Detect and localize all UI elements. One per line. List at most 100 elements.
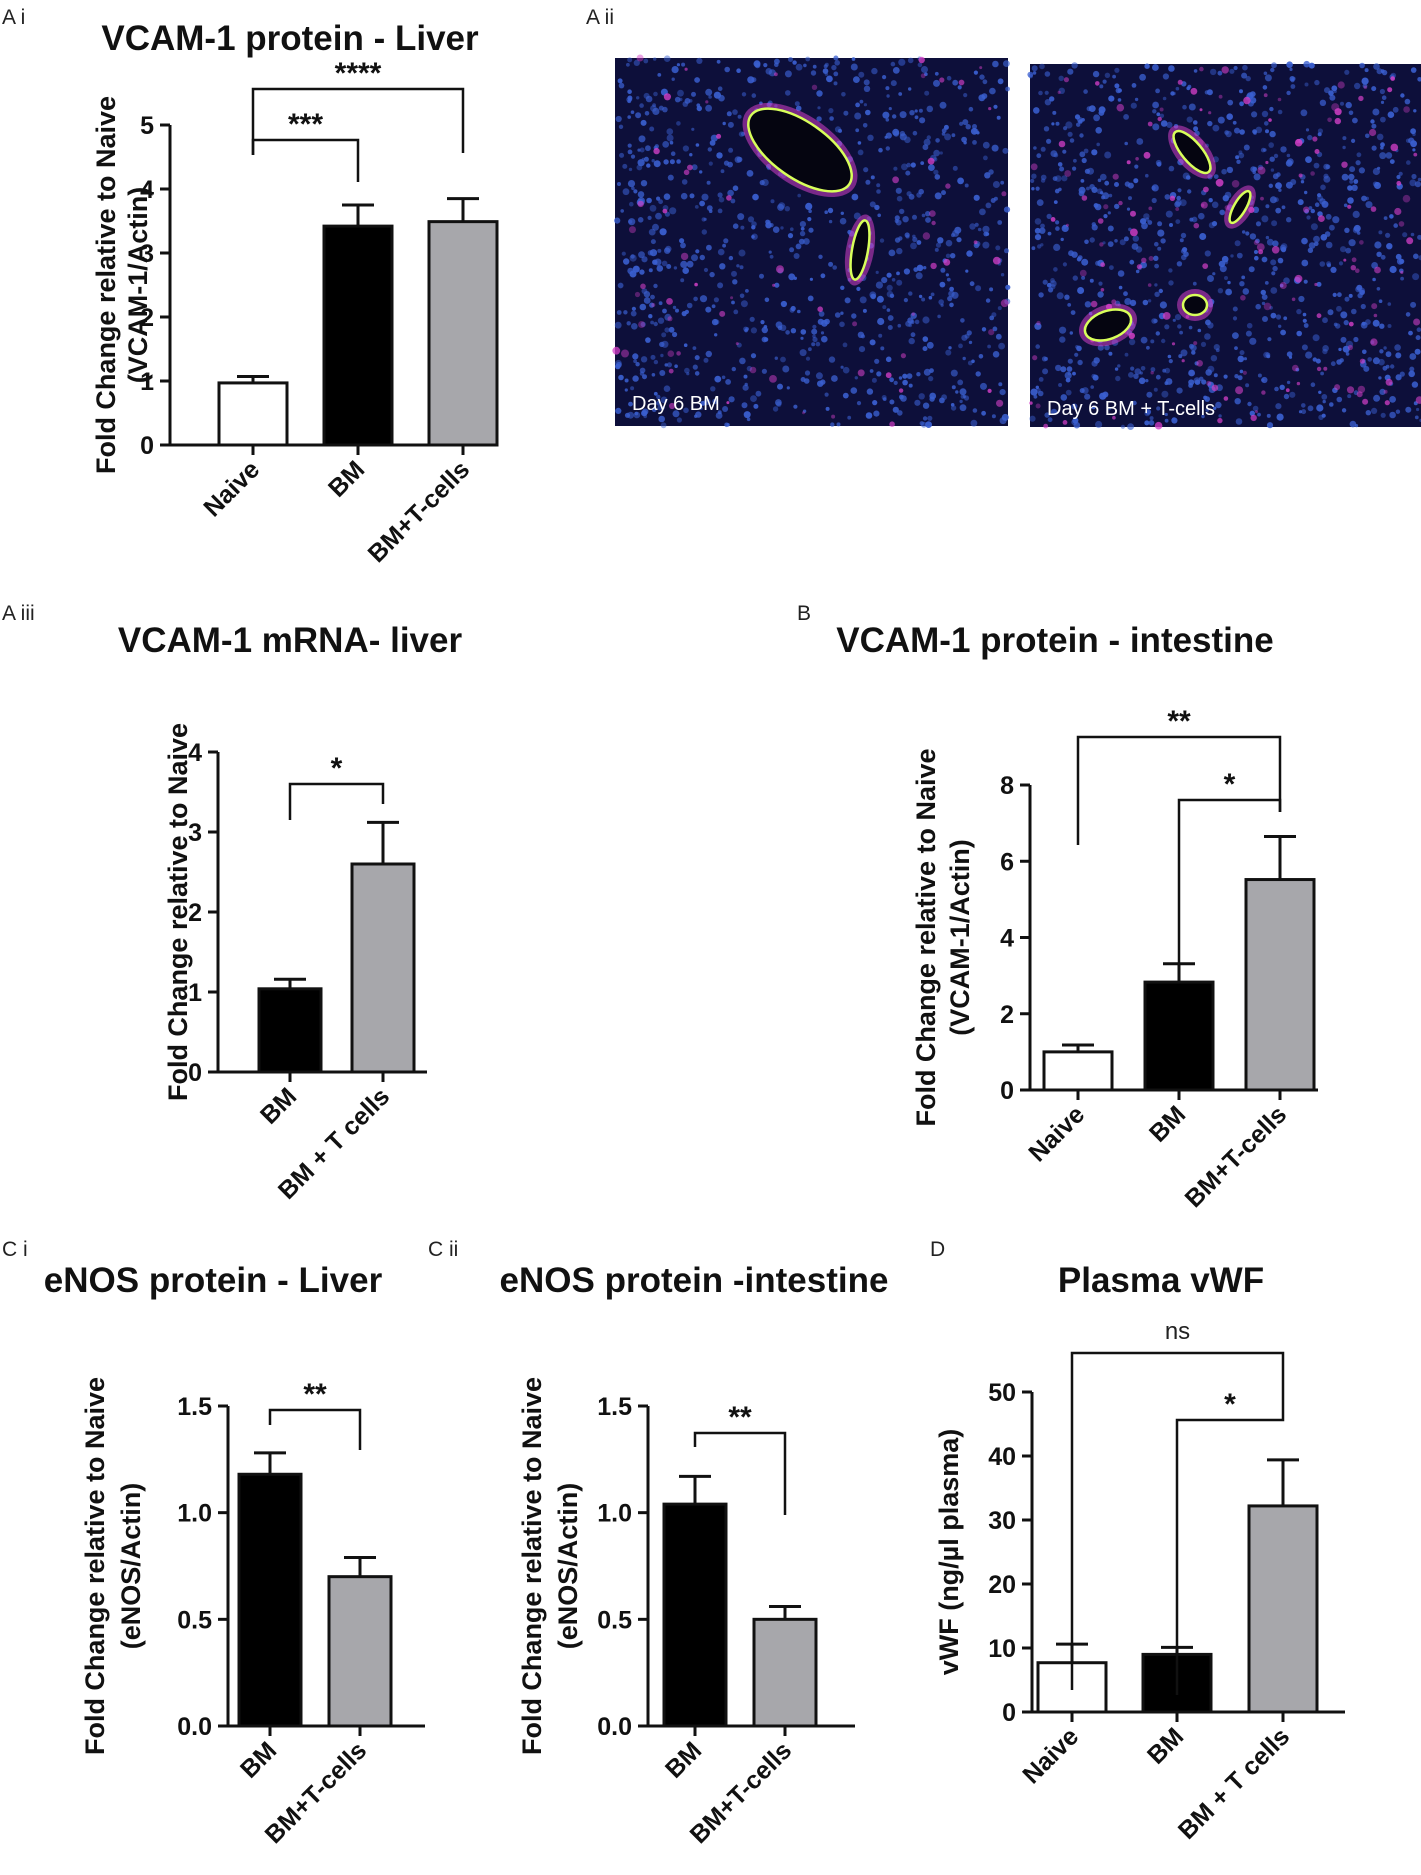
y-axis-label: (eNOS/Actin) (553, 1483, 583, 1650)
y-tick-label: 2 (140, 304, 154, 332)
significance-bracket (251, 138, 360, 182)
x-category-label: Naive (198, 455, 265, 522)
y-tick-label: 1 (188, 979, 202, 1007)
y-tick-label: 0.5 (177, 1606, 212, 1634)
x-category-label: Naive (1017, 1722, 1084, 1789)
y-tick-label: 6 (1000, 848, 1014, 876)
y-tick-label: 0.0 (177, 1713, 212, 1741)
y-tick-label: 30 (988, 1507, 1016, 1535)
significance-bracket (1070, 1351, 1285, 1690)
significance-bracket (288, 782, 385, 820)
significance-label: * (1224, 1388, 1236, 1421)
bar-bm-t-cells (1244, 878, 1316, 1092)
y-tick-label: 0 (1000, 1077, 1014, 1105)
y-axis-label: (VCAM-1/Actin) (945, 839, 975, 1036)
y-axis-label: (eNOS/Actin) (116, 1483, 146, 1650)
significance-label: * (331, 752, 343, 785)
x-category-label: BM (660, 1736, 707, 1783)
significance-label: *** (288, 108, 323, 141)
y-tick-label: 2 (1000, 1001, 1014, 1029)
y-axis-label: Fold Change relative to Naive (911, 748, 941, 1126)
y-tick-label: 5 (140, 112, 154, 140)
significance-bracket (1076, 735, 1282, 845)
y-axis-label: Fold Change relative to Naive (91, 96, 121, 474)
y-tick-label: 1.0 (597, 1500, 632, 1528)
y-axis-label: Fold Change relative to Naive (80, 1377, 110, 1755)
micrograph-caption-bm-tcells: Day 6 BM + T-cells (1047, 398, 1215, 420)
bar-bm (1143, 980, 1215, 1092)
significance-bracket (251, 87, 465, 155)
micrograph-day6-bm-tcells (1027, 60, 1421, 430)
y-axis-label: Fold Change relative to Naive (163, 723, 193, 1101)
panel-label: B (797, 602, 811, 625)
significance-bracket (268, 1408, 362, 1450)
chart-d: D Plasma vWF 0 10 20 30 40 50 vWF (ng/µl plasma)… (930, 1238, 1345, 1845)
significance-bracket (1175, 1397, 1285, 1695)
bar-bm (322, 224, 394, 447)
vessel-stain (742, 103, 876, 286)
y-tick-label: 20 (988, 1571, 1016, 1599)
chart-cii: C ii eNOS protein -intestine 0.0 0.5 1.0 1.5 F… (428, 1238, 888, 1849)
y-tick-label: 0.5 (597, 1606, 632, 1634)
bar-bm-t-cells (427, 220, 499, 447)
y-tick-label: 4 (1000, 925, 1014, 953)
x-category-label: BM (255, 1082, 302, 1129)
bar-bm-t-cells (752, 1617, 818, 1728)
y-tick-label: 0 (1002, 1699, 1016, 1727)
vcam-stain (612, 54, 1009, 428)
y-tick-label: 1.5 (597, 1393, 632, 1421)
significance-label: * (1224, 768, 1236, 801)
significance-label: ** (1167, 705, 1191, 738)
x-category-label: BM (323, 455, 370, 502)
y-tick-label: 2 (188, 899, 202, 927)
y-tick-label: 3 (188, 819, 202, 847)
y-tick-label: 0.0 (597, 1713, 632, 1741)
y-tick-label: 3 (140, 240, 154, 268)
chart-title: VCAM-1 protein - intestine (836, 621, 1274, 660)
y-tick-label: 10 (988, 1635, 1016, 1663)
micrograph-day6-bm (612, 54, 1011, 429)
vessel-stain (1078, 125, 1256, 347)
micrograph-background (1030, 64, 1421, 427)
y-tick-label: 4 (188, 739, 202, 767)
chart-ci: C i eNOS protein - Liver 0.0 0.5 1.0 1.5 Fold … (2, 1238, 425, 1849)
chart-b: B VCAM-1 protein - intestine 0 2 4 6 8 Fold Cha… (797, 602, 1318, 1213)
y-tick-label: 4 (140, 176, 154, 204)
panel-label: D (930, 1238, 945, 1261)
chart-title: Plasma vWF (1058, 1261, 1264, 1300)
y-tick-label: 0 (188, 1059, 202, 1087)
panel-label-aii: A ii (586, 6, 614, 29)
bar-charts: A i VCAM-1 protein - Liver 0 1 2 3 4 5 Fold Chan… (2, 6, 1345, 1849)
x-category-label: BM (1144, 1100, 1191, 1147)
bar-bm-t-cells (327, 1575, 393, 1728)
x-category-label: BM + T cells (1173, 1722, 1295, 1844)
significance-bracket (1177, 798, 1282, 965)
y-tick-label: 1 (140, 368, 154, 396)
y-tick-label: 8 (1000, 772, 1014, 800)
panel-label: A iii (2, 602, 35, 625)
significance-bracket (693, 1431, 787, 1515)
panel-label: C ii (428, 1238, 458, 1261)
bar-bm (257, 987, 323, 1074)
significance-label: ** (303, 1378, 327, 1411)
y-axis-label: vWF (ng/µl plasma) (934, 1429, 964, 1676)
micrograph-caption-bm: Day 6 BM (632, 393, 720, 415)
chart-title: VCAM-1 mRNA- liver (118, 621, 463, 660)
y-axis-label: (VCAM-1/Actin) (123, 187, 153, 384)
y-tick-label: 1.0 (177, 1500, 212, 1528)
chart-title: eNOS protein -intestine (500, 1261, 889, 1300)
x-category-label: BM (1142, 1722, 1189, 1769)
y-tick-label: 50 (988, 1379, 1016, 1407)
significance-label: **** (335, 57, 382, 90)
y-tick-label: 0 (140, 432, 154, 460)
x-category-label: BM (235, 1736, 282, 1783)
bar-bm (662, 1502, 728, 1728)
bar-bm-t-cells (350, 862, 416, 1074)
significance-label: ** (728, 1401, 752, 1434)
x-category-label: BM+T-cells (1180, 1100, 1293, 1213)
bar-naive (217, 381, 289, 447)
bar-bm-t-cells (1247, 1504, 1319, 1714)
chart-title: eNOS protein - Liver (44, 1261, 383, 1300)
